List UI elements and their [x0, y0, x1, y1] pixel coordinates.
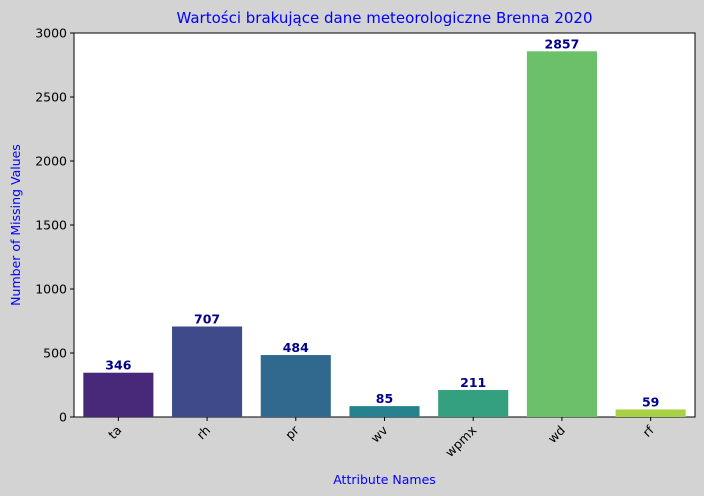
x-axis-label: Attribute Names	[333, 472, 436, 487]
data-label-wv: 85	[376, 391, 393, 406]
bar-ta	[83, 372, 154, 417]
y-tick-label: 500	[43, 346, 67, 361]
y-axis-ticks: 0 500 1000 1500 2000 2500 3000	[35, 26, 74, 425]
data-label-pr: 484	[283, 340, 309, 355]
chart-title: Wartości brakujące dane meteorologiczne …	[176, 9, 592, 27]
y-tick-label: 0	[59, 410, 67, 425]
data-label-rf: 59	[642, 394, 659, 409]
y-axis-label: Number of Missing Values	[8, 144, 23, 306]
x-tick-label-rf: rf	[639, 422, 657, 440]
x-axis-ticks: ta rh pr wv wpmx wd rf	[105, 417, 657, 460]
x-tick-label-ta: ta	[105, 423, 124, 442]
bar-wpmx	[438, 389, 509, 417]
data-label-ta: 346	[105, 358, 131, 373]
x-tick-label-wpmx: wpmx	[442, 423, 479, 460]
bars-group: 346 707 484 85 211 2857 59	[83, 36, 686, 417]
data-label-wpmx: 211	[460, 375, 486, 390]
data-label-rh: 707	[194, 312, 220, 327]
x-tick-label-pr: pr	[282, 422, 302, 442]
bar-rf	[615, 409, 686, 417]
plot-area	[73, 32, 696, 418]
bar-wv	[349, 406, 420, 417]
bar-wd	[526, 51, 597, 417]
y-tick-label: 3000	[35, 26, 67, 41]
bar-rh	[172, 326, 243, 417]
y-tick-label: 2000	[35, 154, 67, 169]
y-tick-label: 2500	[35, 90, 67, 105]
x-tick-label-wd: wd	[545, 423, 568, 446]
y-tick-label: 1500	[35, 218, 67, 233]
y-tick-label: 1000	[35, 282, 67, 297]
x-tick-label-wv: wv	[368, 422, 391, 445]
x-tick-label-rh: rh	[194, 423, 214, 443]
bar-pr	[260, 355, 331, 417]
data-label-wd: 2857	[545, 36, 580, 51]
